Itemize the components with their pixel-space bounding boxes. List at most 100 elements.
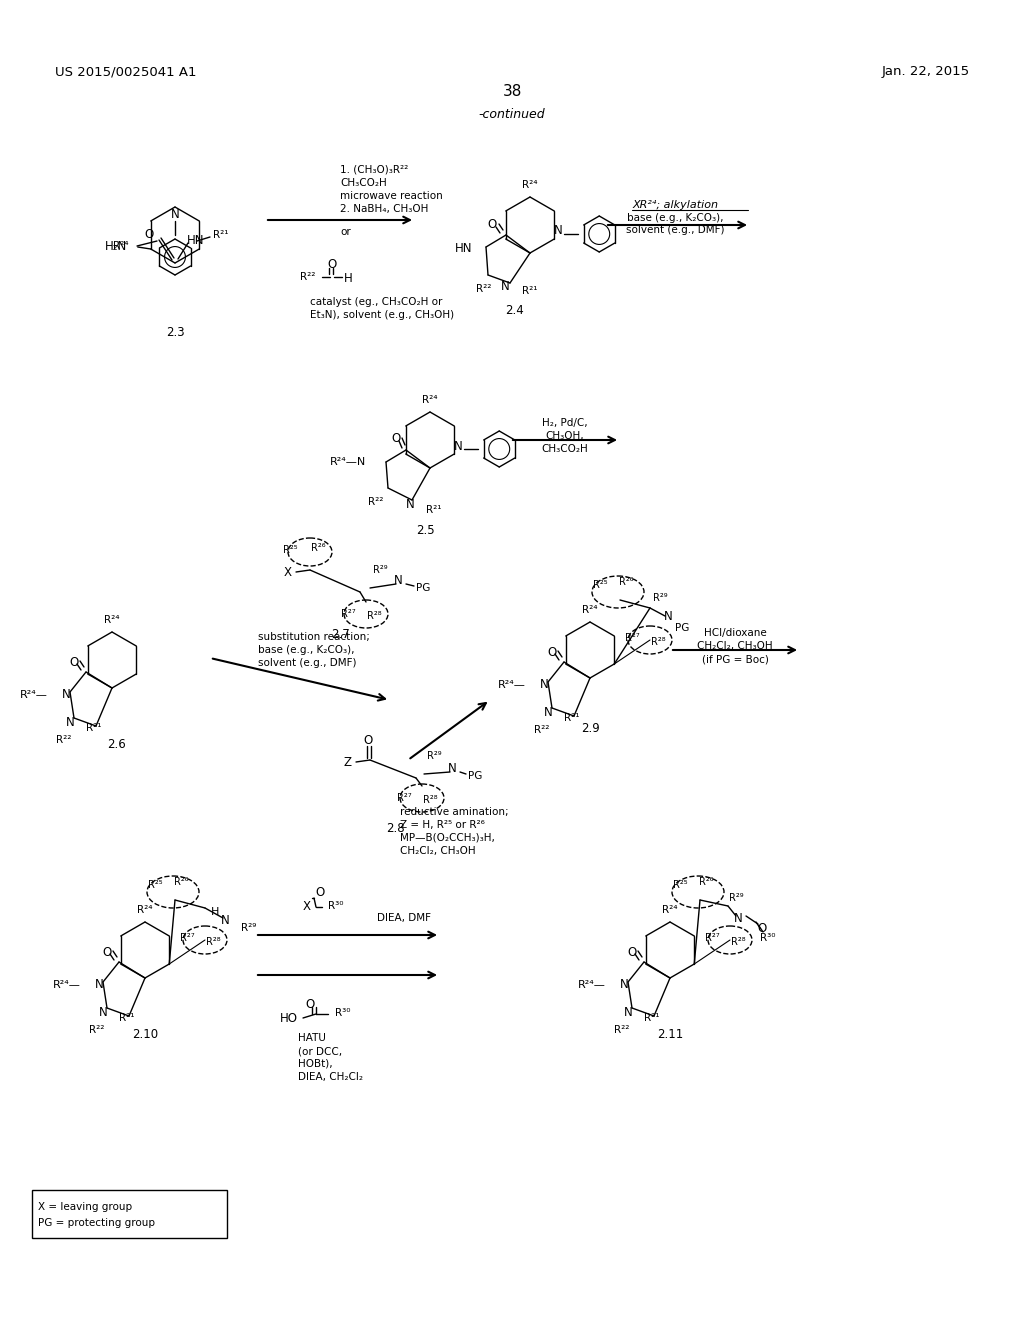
Text: R²⁷: R²⁷	[626, 634, 640, 643]
Text: PG = protecting group: PG = protecting group	[38, 1218, 155, 1228]
Text: 2.10: 2.10	[132, 1028, 158, 1041]
Text: R²⁴: R²⁴	[114, 242, 129, 251]
Text: R³⁰: R³⁰	[760, 933, 776, 942]
Text: HATU: HATU	[298, 1034, 326, 1043]
Text: 2.9: 2.9	[581, 722, 599, 734]
Text: N: N	[733, 912, 742, 924]
Text: R²²: R²²	[89, 1026, 104, 1035]
Text: base (e.g., K₂CO₃),: base (e.g., K₂CO₃),	[627, 213, 723, 223]
Text: O: O	[548, 645, 557, 659]
Text: O: O	[628, 945, 637, 958]
Text: R²⁹: R²⁹	[373, 565, 387, 576]
Text: HN: HN	[187, 235, 205, 248]
Text: N: N	[540, 678, 549, 692]
Text: 2.6: 2.6	[108, 738, 126, 751]
Text: O: O	[364, 734, 373, 747]
Text: N: N	[98, 1006, 108, 1019]
Text: catalyst (eg., CH₃CO₂H or: catalyst (eg., CH₃CO₂H or	[310, 297, 442, 308]
Text: R²¹: R²¹	[119, 1012, 134, 1023]
Text: R²⁷: R²⁷	[397, 793, 412, 803]
Text: DIEA, CH₂Cl₂: DIEA, CH₂Cl₂	[298, 1072, 362, 1082]
Text: HO: HO	[280, 1011, 298, 1024]
Text: R²⁸: R²⁸	[423, 795, 437, 805]
Text: X = leaving group: X = leaving group	[38, 1203, 132, 1212]
Text: O: O	[144, 227, 154, 240]
Text: solvent (e.g., DMF): solvent (e.g., DMF)	[258, 657, 356, 668]
Text: N: N	[501, 281, 509, 293]
Text: CH₃OH,: CH₃OH,	[546, 432, 585, 441]
Text: N: N	[171, 209, 179, 222]
Text: PG: PG	[416, 583, 430, 593]
Text: 2.8: 2.8	[386, 821, 404, 834]
Text: N: N	[664, 610, 673, 623]
Text: R²⁶: R²⁶	[698, 876, 714, 887]
Text: solvent (e.g., DMF): solvent (e.g., DMF)	[626, 224, 724, 235]
Text: R²¹: R²¹	[86, 723, 101, 733]
Text: reductive amination;: reductive amination;	[400, 807, 509, 817]
Text: H: H	[344, 272, 352, 285]
Text: R²⁵: R²⁵	[593, 579, 608, 590]
Text: N: N	[624, 1006, 633, 1019]
Text: 2.5: 2.5	[416, 524, 434, 536]
Text: R²⁶: R²⁶	[618, 577, 633, 587]
Bar	[32, 1191, 227, 1238]
Text: O: O	[102, 945, 112, 958]
Text: O: O	[328, 257, 337, 271]
Text: N: N	[393, 573, 402, 586]
Text: R²⁴: R²⁴	[104, 615, 120, 624]
Text: R²¹: R²¹	[426, 506, 441, 515]
Text: US 2015/0025041 A1: US 2015/0025041 A1	[55, 66, 197, 78]
Text: HN: HN	[455, 242, 472, 255]
Text: O: O	[391, 432, 400, 445]
Text: R²¹: R²¹	[644, 1012, 659, 1023]
Text: R²⁶: R²⁶	[174, 876, 188, 887]
Text: CH₂Cl₂, CH₃OH: CH₂Cl₂, CH₃OH	[697, 642, 773, 651]
Text: R²⁸: R²⁸	[206, 937, 220, 946]
Text: PG: PG	[468, 771, 482, 781]
Text: R²⁷: R²⁷	[706, 933, 720, 942]
Text: R²²: R²²	[476, 284, 492, 294]
Text: R²¹: R²¹	[564, 713, 580, 723]
Text: O: O	[70, 656, 79, 668]
Text: R²⁴—: R²⁴—	[579, 979, 606, 990]
Text: N: N	[620, 978, 629, 991]
Text: R²⁴—N: R²⁴—N	[330, 457, 366, 467]
Text: R²⁹: R²⁹	[652, 593, 668, 603]
Text: R²⁵: R²⁵	[674, 880, 688, 890]
Text: N: N	[554, 224, 562, 238]
Text: XR²⁴; alkylation: XR²⁴; alkylation	[632, 201, 718, 210]
Text: R²⁹: R²⁹	[241, 923, 256, 933]
Text: R²²: R²²	[56, 735, 72, 744]
Text: R²⁵: R²⁵	[284, 545, 298, 554]
Text: H₂N: H₂N	[104, 239, 127, 252]
Text: R²²: R²²	[535, 725, 550, 735]
Text: O: O	[758, 921, 767, 935]
Text: Jan. 22, 2015: Jan. 22, 2015	[882, 66, 970, 78]
Text: R²⁶: R²⁶	[310, 543, 326, 553]
Text: N: N	[66, 715, 75, 729]
Text: O: O	[305, 998, 314, 1011]
Text: R²⁸: R²⁸	[650, 638, 666, 647]
Text: Z = H, R²⁵ or R²⁶: Z = H, R²⁵ or R²⁶	[400, 820, 485, 830]
Text: H₂, Pd/C,: H₂, Pd/C,	[542, 418, 588, 428]
Text: 38: 38	[503, 84, 521, 99]
Text: R²⁴—: R²⁴—	[498, 680, 526, 690]
Text: HOBt),: HOBt),	[298, 1059, 333, 1069]
Text: N: N	[94, 978, 103, 991]
Text: R²⁴: R²⁴	[422, 395, 437, 405]
Text: R²⁷: R²⁷	[180, 933, 195, 942]
Text: DIEA, DMF: DIEA, DMF	[377, 913, 431, 923]
Text: N: N	[454, 440, 463, 453]
Text: 2. NaBH₄, CH₃OH: 2. NaBH₄, CH₃OH	[340, 205, 428, 214]
Text: N: N	[61, 689, 71, 701]
Text: MP—B(O₂CCH₃)₃H,: MP—B(O₂CCH₃)₃H,	[400, 833, 495, 843]
Text: R²⁹: R²⁹	[427, 751, 441, 762]
Text: base (e.g., K₂CO₃),: base (e.g., K₂CO₃),	[258, 645, 354, 655]
Text: R²²: R²²	[369, 498, 384, 507]
Text: X: X	[284, 565, 292, 578]
Text: H: H	[211, 907, 219, 917]
Text: R²¹: R²¹	[522, 286, 538, 296]
Text: or: or	[340, 227, 351, 238]
Text: CH₃CO₂H: CH₃CO₂H	[542, 444, 589, 454]
Text: (or DCC,: (or DCC,	[298, 1045, 342, 1056]
